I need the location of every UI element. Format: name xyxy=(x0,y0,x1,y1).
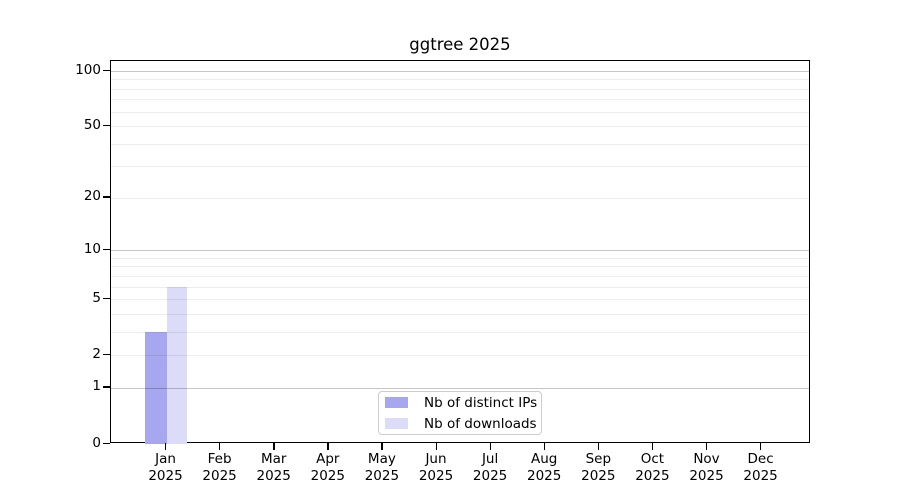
x-tick-year: 2025 xyxy=(148,468,183,484)
x-tick-label-may: May 2025 xyxy=(350,451,414,485)
x-tick-label-jul: Jul 2025 xyxy=(458,451,522,485)
y-tick-mark-50 xyxy=(103,124,110,127)
y-tick-label-0: 0 xyxy=(92,434,101,451)
y-tick-mark-20 xyxy=(103,196,110,198)
x-tick-year: 2025 xyxy=(581,468,616,484)
y-tick-label-20: 20 xyxy=(83,188,101,205)
x-tick-month: Mar xyxy=(260,451,287,467)
gridline-50 xyxy=(111,126,809,128)
grid-layer xyxy=(111,61,809,442)
y-tick-mark-100 xyxy=(103,69,110,71)
gridline-30 xyxy=(111,166,809,168)
gridline-4 xyxy=(111,313,809,315)
bar-distinct-ips-jan xyxy=(145,331,167,444)
bars-layer xyxy=(111,61,809,444)
legend-label-downloads: Nb of downloads xyxy=(424,415,537,432)
gridline-80 xyxy=(111,88,809,90)
gridline-7 xyxy=(111,275,809,277)
legend-item-distinct-ips: Nb of distinct IPs xyxy=(385,394,541,412)
x-tick-label-nov: Nov 2025 xyxy=(675,451,739,485)
x-tick-month: Aug xyxy=(531,451,558,467)
gridline-2 xyxy=(111,355,809,357)
gridline-8 xyxy=(111,266,809,268)
x-tick-label-apr: Apr 2025 xyxy=(296,451,360,485)
x-tick-mark-jul xyxy=(489,443,491,450)
gridline-6 xyxy=(111,286,809,288)
gridline-60 xyxy=(111,111,809,113)
x-tick-mark-jan xyxy=(165,443,167,450)
x-tick-year: 2025 xyxy=(364,468,400,484)
gridline-9 xyxy=(111,257,809,259)
gridline-5 xyxy=(111,299,809,301)
x-tick-year: 2025 xyxy=(310,468,345,484)
x-tick-year: 2025 xyxy=(635,468,670,484)
x-tick-month: Jul xyxy=(481,451,499,467)
x-tick-month: Jun xyxy=(425,451,447,467)
x-tick-mark-apr xyxy=(327,443,329,450)
y-tick-mark-0 xyxy=(103,442,110,444)
gridline-10 xyxy=(111,250,809,252)
legend-swatch-downloads xyxy=(385,418,408,429)
y-tick-mark-10 xyxy=(103,248,110,251)
x-tick-label-dec: Dec 2025 xyxy=(729,451,793,485)
plot-area xyxy=(110,60,810,444)
y-tick-mark-2 xyxy=(103,353,110,356)
x-tick-label-feb: Feb 2025 xyxy=(188,451,252,485)
x-tick-year: 2025 xyxy=(418,468,454,484)
gridline-20 xyxy=(111,197,809,199)
y-tick-label-50: 50 xyxy=(83,116,101,133)
x-tick-year: 2025 xyxy=(527,468,562,484)
x-tick-month: Nov xyxy=(693,451,720,467)
x-tick-month: Apr xyxy=(316,451,340,467)
chart-title: ggtree 2025 xyxy=(409,35,511,54)
gridline-100 xyxy=(111,71,809,72)
x-tick-label-oct: Oct 2025 xyxy=(620,451,684,485)
legend-swatch-distinct-ips xyxy=(385,397,408,408)
y-tick-label-10: 10 xyxy=(83,240,101,257)
legend: Nb of distinct IPs Nb of downloads xyxy=(378,391,542,435)
x-tick-mark-jun xyxy=(435,443,437,450)
y-tick-mark-5 xyxy=(103,297,110,300)
x-tick-mark-may xyxy=(381,443,383,450)
x-tick-month: Feb xyxy=(207,451,232,467)
x-tick-month: May xyxy=(367,451,396,467)
x-tick-label-jun: Jun 2025 xyxy=(404,451,468,485)
x-tick-year: 2025 xyxy=(743,468,778,484)
x-tick-label-mar: Mar 2025 xyxy=(242,451,306,485)
x-tick-label-aug: Aug 2025 xyxy=(512,451,576,485)
x-tick-label-sep: Sep 2025 xyxy=(566,451,630,485)
x-tick-month: Oct xyxy=(640,451,665,467)
x-tick-mark-nov xyxy=(706,443,708,450)
bar-downloads-jan xyxy=(166,286,187,444)
gridline-70 xyxy=(111,99,809,101)
y-tick-label-100: 100 xyxy=(75,61,101,78)
x-tick-mark-feb xyxy=(219,443,221,450)
x-tick-mark-oct xyxy=(651,443,654,450)
gridline-1 xyxy=(111,387,809,389)
x-tick-year: 2025 xyxy=(689,468,724,484)
gridline-3 xyxy=(111,331,809,333)
x-tick-mark-sep xyxy=(597,443,600,450)
x-tick-year: 2025 xyxy=(256,468,291,484)
x-tick-mark-aug xyxy=(543,443,546,450)
gridline-40 xyxy=(111,143,809,145)
legend-label-distinct-ips: Nb of distinct IPs xyxy=(424,394,538,411)
y-tick-label-5: 5 xyxy=(92,289,101,306)
x-tick-label-jan: Jan 2025 xyxy=(134,451,198,485)
x-tick-mark-dec xyxy=(760,443,762,450)
y-tick-label-2: 2 xyxy=(92,345,101,362)
legend-item-downloads: Nb of downloads xyxy=(385,415,541,433)
x-tick-mark-mar xyxy=(273,443,275,450)
x-tick-year: 2025 xyxy=(472,468,508,484)
x-tick-month: Jan xyxy=(155,451,176,467)
gridline-90 xyxy=(111,79,809,81)
x-tick-month: Sep xyxy=(585,451,612,467)
y-tick-label-1: 1 xyxy=(92,378,101,395)
x-tick-month: Dec xyxy=(747,451,774,467)
y-tick-mark-1 xyxy=(103,386,110,388)
x-tick-year: 2025 xyxy=(202,468,237,484)
